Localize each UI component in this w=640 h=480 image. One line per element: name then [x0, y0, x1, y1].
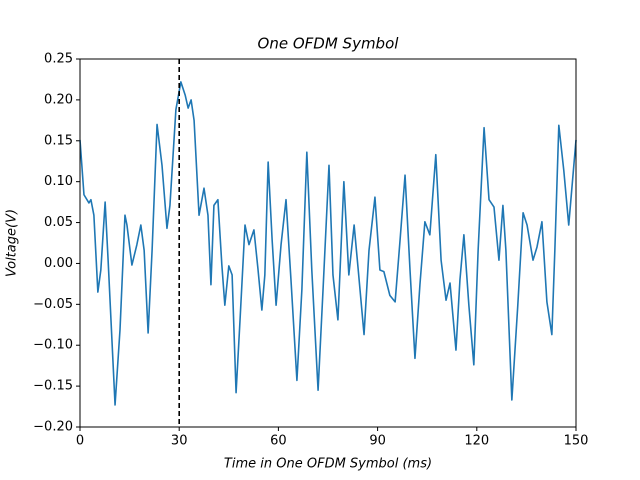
y-tick-label: 0.15 [44, 133, 73, 148]
y-tick-label: 0.05 [44, 215, 73, 230]
x-tick-label: 150 [564, 434, 589, 449]
y-tick-label: −0.05 [33, 297, 73, 312]
x-tick-label: 30 [171, 434, 188, 449]
y-axis-label: Voltage(V) [5, 209, 20, 277]
x-tick-label: 60 [270, 434, 287, 449]
y-tick-label: 0.10 [44, 174, 73, 189]
y-tick-label: −0.10 [33, 338, 73, 353]
x-tick-label: 90 [369, 434, 386, 449]
y-tick-label: −0.20 [33, 420, 73, 435]
chart-title: One OFDM Symbol [258, 35, 400, 53]
x-axis-label: Time in One OFDM Symbol (ms) [224, 457, 432, 472]
data-line [79, 81, 577, 406]
y-tick-label: 0.00 [44, 256, 73, 271]
x-tick-label: 120 [464, 434, 489, 449]
y-tick-label: 0.20 [44, 92, 73, 107]
y-tick-label: −0.15 [33, 379, 73, 394]
y-tick-label: 0.25 [44, 52, 73, 67]
x-tick-label: 0 [76, 434, 84, 449]
axes-frame [79, 58, 577, 428]
